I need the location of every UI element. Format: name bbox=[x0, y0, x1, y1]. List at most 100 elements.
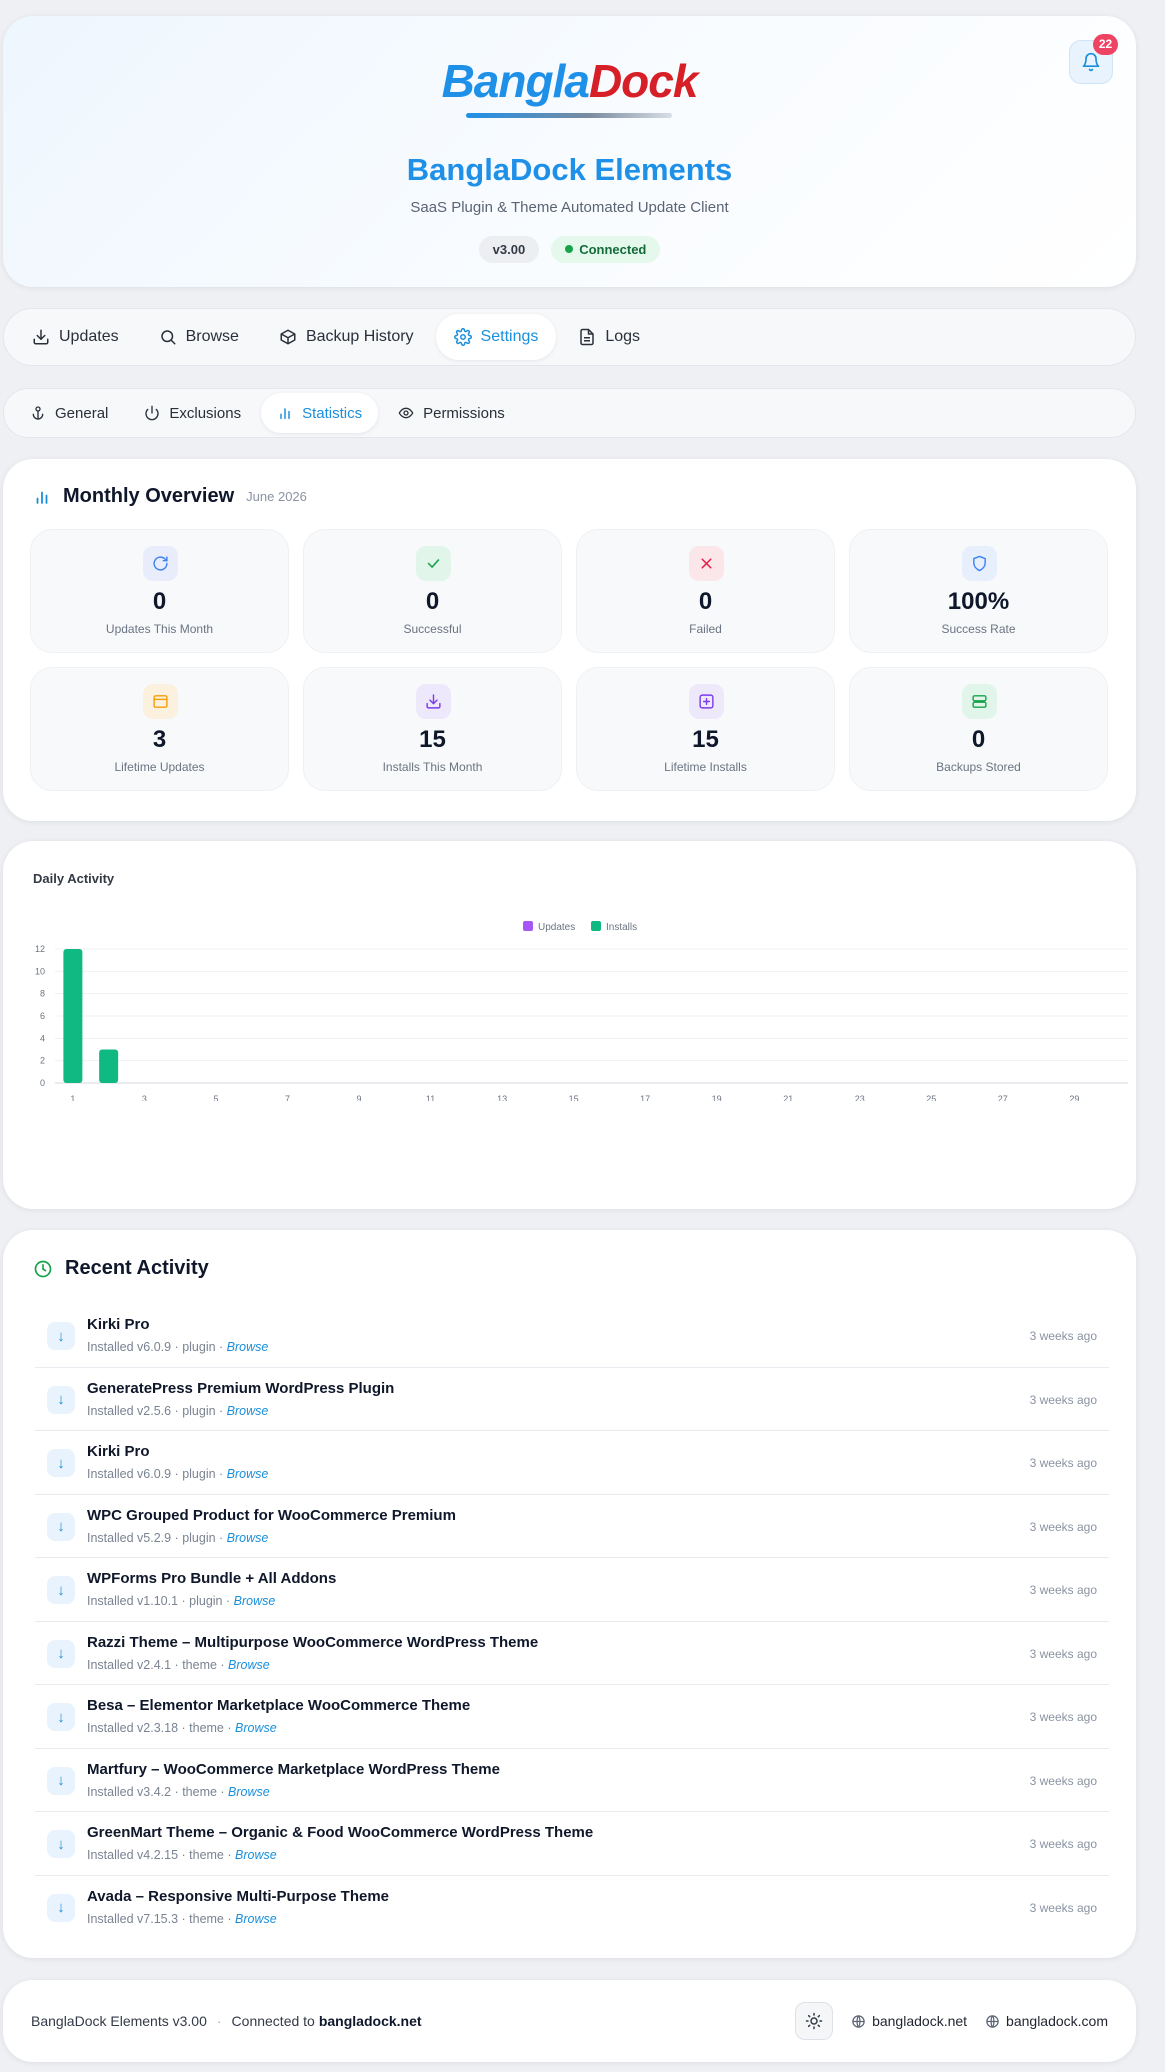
check-icon bbox=[416, 546, 451, 581]
footer-link-label: bangladock.com bbox=[1006, 2013, 1108, 2029]
search-icon bbox=[160, 330, 176, 345]
version-badge: v3.00 bbox=[478, 236, 540, 263]
y-tick-label: 2 bbox=[40, 1056, 45, 1066]
bar-chart-icon bbox=[36, 491, 48, 504]
activity-item[interactable]: ↓ Martfury – WooCommerce Marketplace Word… bbox=[35, 1749, 1109, 1812]
tab-label: Logs bbox=[605, 328, 641, 345]
stat-label: Failed bbox=[689, 622, 722, 636]
y-tick-label: 12 bbox=[35, 944, 45, 954]
legend-swatch-updates bbox=[523, 921, 533, 931]
tab-label: Permissions bbox=[423, 404, 505, 422]
activity-item-source[interactable]: Browse bbox=[228, 1784, 270, 1799]
activity-item-time: 3 weeks ago bbox=[1029, 1837, 1097, 1851]
x-tick-label: 23 bbox=[855, 1094, 865, 1101]
stat-label: Installs This Month bbox=[382, 760, 483, 774]
eye-icon bbox=[398, 407, 414, 419]
bar-installs[interactable] bbox=[63, 949, 83, 1083]
box-icon bbox=[280, 329, 296, 345]
activity-item-time: 3 weeks ago bbox=[1029, 1710, 1097, 1724]
tab-general[interactable]: General bbox=[14, 393, 124, 433]
stat-label: Lifetime Installs bbox=[664, 760, 747, 774]
activity-item-details: Installed v7.15.3 · theme · bbox=[87, 1911, 235, 1926]
activity-item-time: 3 weeks ago bbox=[1029, 1646, 1097, 1661]
footer-link-bangladock-com[interactable]: bangladock.com bbox=[985, 2013, 1108, 2029]
activity-item[interactable]: ↓ Razzi Theme – Multipurpose WooCommerce … bbox=[35, 1622, 1109, 1685]
tab-logs[interactable]: Logs bbox=[560, 314, 658, 360]
activity-item-meta: Installed v6.0.9 · plugin · Browse bbox=[87, 1467, 268, 1481]
stat-label: Success Rate bbox=[941, 622, 1016, 636]
notifications-button[interactable]: 22 bbox=[1069, 34, 1118, 84]
tab-label: General bbox=[55, 404, 109, 422]
activity-item-time: 3 weeks ago bbox=[1029, 1900, 1097, 1915]
main-tab-bar: Updates Browse Backup History Settings L… bbox=[3, 308, 1136, 366]
activity-item-source[interactable]: Browse bbox=[226, 1530, 269, 1545]
arrow-down-icon: ↓ bbox=[47, 1576, 75, 1604]
stat-value: 0 bbox=[425, 588, 440, 615]
footer-link-label: bangladock.net bbox=[872, 2013, 968, 2029]
activity-item-time: 3 weeks ago bbox=[1029, 1392, 1097, 1407]
bar-installs[interactable] bbox=[99, 1049, 119, 1084]
server-icon bbox=[962, 684, 997, 719]
activity-item-details: Installed v5.2.9 · plugin · bbox=[87, 1530, 227, 1545]
activity-item[interactable]: ↓ GreenMart Theme – Organic & Food WooCom… bbox=[35, 1812, 1109, 1876]
x-tick-label: 9 bbox=[357, 1094, 362, 1101]
header-badges: v3.00 Connected bbox=[3, 236, 1136, 263]
tab-permissions[interactable]: Permissions bbox=[382, 393, 521, 433]
legend-label-updates: Updates bbox=[538, 922, 575, 933]
recent-activity-header: Recent Activity bbox=[33, 1257, 209, 1280]
activity-item-name: Besa – Elementor Marketplace WooCommerce… bbox=[87, 1697, 471, 1714]
activity-item-details: Installed v4.2.15 · theme · bbox=[87, 1848, 235, 1862]
stat-card-backups-stored: 0 Backups Stored bbox=[849, 667, 1108, 791]
activity-item-details: Installed v2.3.18 · theme · bbox=[87, 1721, 235, 1735]
status-dot-icon bbox=[565, 245, 574, 253]
tab-statistics[interactable]: Statistics bbox=[261, 393, 379, 433]
activity-item[interactable]: ↓ Kirki Pro Installed v6.0.9 · plugin · Br… bbox=[35, 1304, 1109, 1368]
activity-item-source[interactable]: Browse bbox=[226, 1467, 269, 1481]
overview-date: June 2026 bbox=[246, 489, 307, 504]
stat-label: Updates This Month bbox=[105, 622, 214, 636]
stat-value: 100% bbox=[947, 588, 1010, 615]
activity-item[interactable]: ↓ GeneratePress Premium WordPress Plugin I… bbox=[35, 1368, 1109, 1431]
activity-item[interactable]: ↓ Kirki Pro Installed v6.0.9 · plugin · Br… bbox=[35, 1431, 1109, 1495]
activity-item[interactable]: ↓ Besa – Elementor Marketplace WooCommerc… bbox=[35, 1685, 1109, 1749]
tab-label: Backup History bbox=[305, 328, 414, 345]
activity-item-source[interactable]: Browse bbox=[226, 1340, 269, 1354]
activity-item[interactable]: ↓ WPC Grouped Product for WooCommerce Pre… bbox=[35, 1495, 1109, 1558]
stat-value: 15 bbox=[419, 726, 446, 753]
activity-item-source[interactable]: Browse bbox=[235, 1848, 277, 1862]
x-tick-label: 3 bbox=[142, 1094, 147, 1101]
activity-item-source[interactable]: Browse bbox=[226, 1403, 269, 1418]
activity-item-name: GeneratePress Premium WordPress Plugin bbox=[87, 1379, 395, 1397]
activity-item-meta: Installed v5.2.9 · plugin · Browse bbox=[87, 1531, 268, 1545]
activity-item-meta: Installed v7.15.3 · theme · Browse bbox=[87, 1912, 277, 1926]
status-badge: Connected bbox=[551, 236, 661, 263]
activity-item[interactable]: ↓ Avada – Responsive Multi-Purpose Theme I… bbox=[35, 1876, 1109, 1940]
activity-item-name: WPC Grouped Product for WooCommerce Prem… bbox=[87, 1506, 456, 1524]
tab-updates[interactable]: Updates bbox=[14, 314, 137, 360]
footer: BanglaDock Elements v3.00 · Connected to… bbox=[3, 1980, 1136, 2062]
brand-logo: BanglaDock bbox=[441, 55, 699, 107]
arrow-down-icon: ↓ bbox=[47, 1703, 75, 1731]
activity-item-name: WPForms Pro Bundle + All Addons bbox=[87, 1570, 337, 1587]
download-icon bbox=[416, 684, 451, 719]
tab-backup-history[interactable]: Backup History bbox=[261, 314, 432, 360]
tab-settings[interactable]: Settings bbox=[435, 314, 557, 360]
download-icon bbox=[33, 329, 49, 345]
legend-swatch-installs bbox=[591, 921, 601, 931]
activity-item-source[interactable]: Browse bbox=[228, 1657, 270, 1672]
activity-item[interactable]: ↓ WPForms Pro Bundle + All Addons Installe… bbox=[35, 1558, 1109, 1622]
stat-value: 0 bbox=[152, 588, 167, 615]
arrow-down-icon: ↓ bbox=[47, 1449, 75, 1477]
activity-item-source[interactable]: Browse bbox=[235, 1911, 277, 1926]
activity-item-details: Installed v6.0.9 · plugin · bbox=[87, 1467, 227, 1481]
footer-link-bangladock-net[interactable]: bangladock.net bbox=[851, 2013, 967, 2029]
tab-browse[interactable]: Browse bbox=[141, 314, 257, 360]
tab-exclusions[interactable]: Exclusions bbox=[128, 393, 257, 433]
y-tick-label: 8 bbox=[40, 989, 45, 999]
tab-label: Updates bbox=[59, 328, 119, 345]
activity-item-source[interactable]: Browse bbox=[235, 1721, 277, 1735]
footer-actions: bangladock.net bangladock.com bbox=[795, 2002, 1108, 2040]
x-tick-label: 27 bbox=[998, 1094, 1008, 1101]
theme-toggle-button[interactable] bbox=[795, 2002, 834, 2040]
activity-item-source[interactable]: Browse bbox=[233, 1594, 276, 1608]
